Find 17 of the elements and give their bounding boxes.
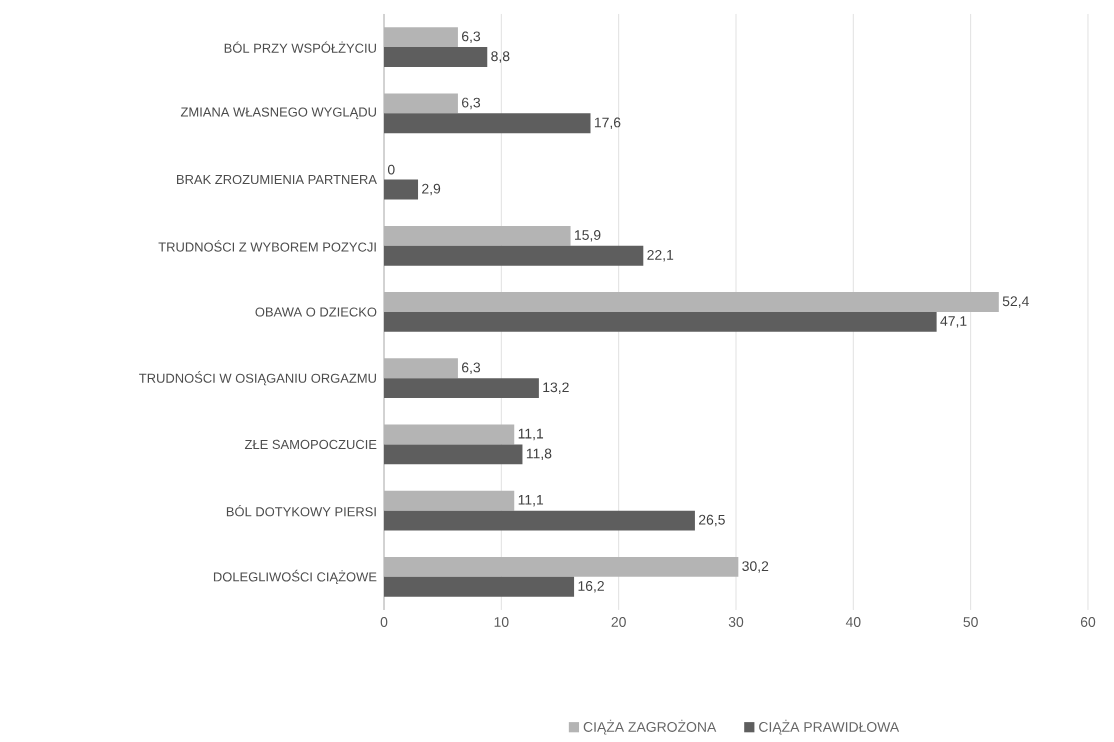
bar bbox=[384, 179, 419, 200]
bar bbox=[384, 424, 515, 445]
bar bbox=[384, 291, 999, 312]
bar bbox=[384, 311, 937, 332]
bar bbox=[384, 444, 523, 464]
bar bbox=[384, 245, 644, 266]
bar bbox=[384, 490, 515, 511]
bar bbox=[384, 225, 571, 246]
bar bbox=[384, 112, 591, 133]
bar bbox=[384, 556, 739, 577]
bar bbox=[384, 93, 458, 113]
bar bbox=[384, 576, 575, 597]
bar bbox=[384, 510, 695, 531]
bar bbox=[384, 26, 458, 47]
bar bbox=[384, 357, 458, 378]
bar bbox=[384, 377, 539, 398]
bar bbox=[384, 46, 488, 67]
